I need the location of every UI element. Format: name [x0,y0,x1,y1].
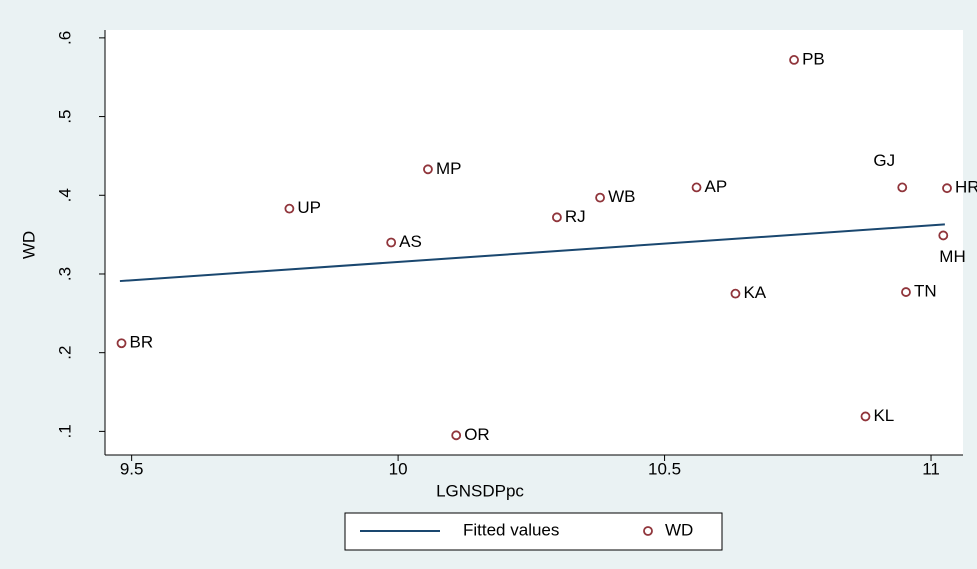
point [595,192,605,203]
x-tick-label: 9.5 [120,459,144,478]
x-axis-title: LGNSDPpc [436,481,524,500]
point-label: UP [297,198,321,217]
point [116,338,127,349]
point [386,237,397,248]
y-tick-label: .1 [55,424,74,438]
plot-region [105,30,963,455]
point [938,230,949,241]
point-label: RJ [565,207,586,226]
y-tick-label: .2 [55,346,74,360]
point-label: AS [399,232,422,251]
legend-label: Fitted values [463,520,559,539]
y-axis-title: WD [19,231,38,259]
point [284,203,295,214]
x-tick-label: 10 [389,459,408,478]
point [789,55,799,65]
y-tick-label: .3 [55,267,74,281]
point [730,288,741,299]
point [860,411,871,422]
y-tick-label: .6 [55,31,74,45]
point-label: KL [873,406,894,425]
point-label: KA [743,283,766,302]
legend-label: WD [665,520,693,539]
point [691,182,702,193]
legend-marker [643,526,653,536]
point [423,164,433,175]
point-label: TN [914,282,937,301]
point [552,212,562,223]
y-tick-label: .4 [55,188,74,202]
point [451,430,462,441]
x-tick-label: 10.5 [648,459,681,478]
point-label: MP [436,159,462,178]
y-tick-label: .5 [55,109,74,123]
point [897,182,908,193]
point-label: OR [464,425,490,444]
point-label: WB [608,187,635,206]
point-label: BR [130,333,154,352]
point-label: AP [705,177,728,196]
point-label: MH [939,247,965,266]
point-label: PB [802,49,825,68]
point-label: GJ [873,151,895,170]
x-tick-label: 11 [922,459,940,478]
point-label: HR [955,178,977,197]
point [942,183,952,194]
fit-line [119,223,945,283]
point [901,287,911,297]
